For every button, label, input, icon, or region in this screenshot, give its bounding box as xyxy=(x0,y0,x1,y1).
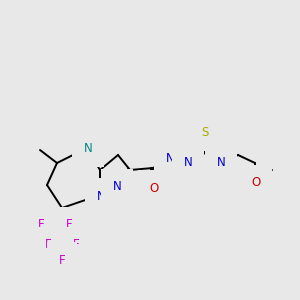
Text: H: H xyxy=(167,146,173,155)
Text: H: H xyxy=(184,166,191,175)
Text: F: F xyxy=(66,218,72,232)
Text: O: O xyxy=(149,182,159,194)
Text: S: S xyxy=(201,127,209,140)
Text: N: N xyxy=(217,155,225,169)
Text: N: N xyxy=(97,190,105,202)
Text: N: N xyxy=(184,155,192,169)
Text: H: H xyxy=(85,136,92,145)
Text: N: N xyxy=(166,152,174,166)
Text: F: F xyxy=(45,238,51,251)
Text: F: F xyxy=(73,238,79,251)
Text: F: F xyxy=(59,254,65,266)
Text: N: N xyxy=(112,181,122,194)
Text: F: F xyxy=(38,218,44,232)
Text: N: N xyxy=(84,142,92,155)
Text: H: H xyxy=(218,166,224,175)
Text: O: O xyxy=(251,176,261,190)
